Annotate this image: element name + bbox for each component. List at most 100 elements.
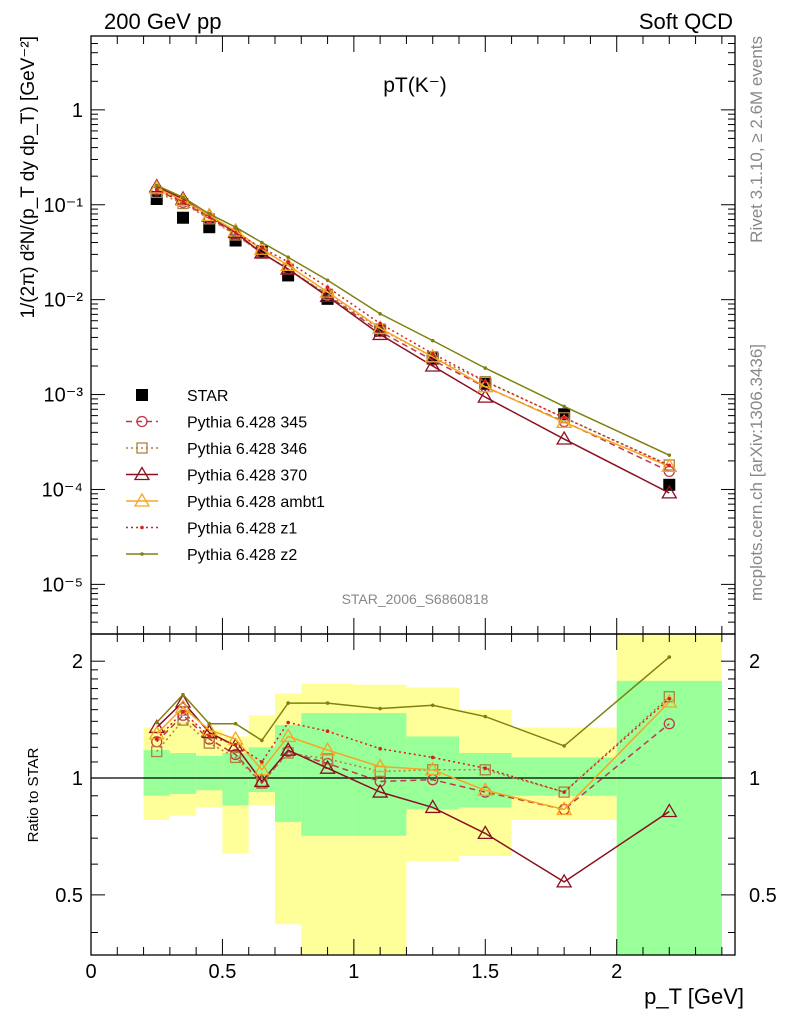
legend-label: Pythia 6.428 345 xyxy=(187,415,307,432)
main-point xyxy=(207,212,212,216)
main-point xyxy=(556,430,573,445)
ratio-point xyxy=(253,761,270,776)
ratio-point xyxy=(233,721,238,726)
main-point xyxy=(207,215,212,219)
ratio-ytick-label-right: 2 xyxy=(749,651,760,673)
main-point xyxy=(154,183,159,188)
ratio-series-5 xyxy=(154,655,672,748)
legend-label: Pythia 6.428 ambt1 xyxy=(187,494,325,511)
ratio-point xyxy=(325,729,330,734)
main-point xyxy=(477,388,494,403)
main-ytick-label: 1 xyxy=(72,100,83,122)
ratio-point xyxy=(154,720,159,725)
main-point xyxy=(562,415,566,420)
ratio-point xyxy=(556,873,573,888)
x-axis-label: p_T [GeV] xyxy=(644,984,744,1009)
band-stat-11 xyxy=(616,680,722,955)
band-stat-1 xyxy=(169,753,197,794)
legend-label: Pythia 6.428 z2 xyxy=(187,547,297,564)
ratio-point xyxy=(378,706,382,711)
x-tick-label: 1.5 xyxy=(471,961,499,983)
ratio-point xyxy=(483,766,488,771)
main-point xyxy=(233,225,238,230)
main-point xyxy=(150,192,163,205)
chart-marks xyxy=(148,178,678,888)
main-point xyxy=(477,378,494,393)
ratio-frame xyxy=(90,633,736,956)
ratio-series-4 xyxy=(154,697,672,794)
band-stat-0 xyxy=(143,750,170,796)
band-stat-3 xyxy=(222,753,249,806)
legend-item-1: Pythia 6.428 345 xyxy=(126,415,307,432)
ratio-point xyxy=(483,714,488,719)
ratio-point xyxy=(477,825,494,840)
ratio-point xyxy=(181,710,185,714)
main-ytick-label: 10⁻¹ xyxy=(44,195,84,217)
main-point xyxy=(424,357,441,372)
ratio-point xyxy=(556,801,573,816)
ratio-point xyxy=(321,753,334,765)
x-tick-label: 2 xyxy=(611,961,622,983)
main-point xyxy=(319,288,336,303)
main-point xyxy=(181,199,185,204)
main-ytick-label: 10⁻⁴ xyxy=(42,479,83,501)
main-point xyxy=(378,311,382,316)
ratio-series-line xyxy=(156,700,670,883)
main-point xyxy=(378,321,382,326)
main-point xyxy=(227,224,244,239)
main-point xyxy=(661,458,678,473)
main-point xyxy=(667,453,672,457)
ratio-point xyxy=(154,737,159,741)
side-label-bottom: mcplots.cern.ch [arXiv:1306.3436] xyxy=(747,344,766,601)
legend-marker xyxy=(140,552,144,556)
main-ytick-label: 10⁻⁵ xyxy=(42,574,83,596)
main-series-6 xyxy=(154,183,672,457)
main-point xyxy=(253,240,270,255)
legend-label: Pythia 6.428 346 xyxy=(187,441,307,458)
legend-marker xyxy=(136,389,148,401)
band-stat-6 xyxy=(301,713,354,836)
ratio-ytick-label-right: 1 xyxy=(749,768,760,790)
main-point xyxy=(661,484,678,499)
ratio-point xyxy=(253,773,270,788)
ratio-point xyxy=(207,721,212,726)
ratio-point xyxy=(151,745,163,758)
main-point xyxy=(319,283,336,298)
main-series-line xyxy=(156,184,670,456)
ratio-point xyxy=(227,737,244,752)
band-stat-7 xyxy=(353,713,407,836)
header-left: 200 GeV pp xyxy=(104,9,221,34)
ratio-point xyxy=(558,786,570,798)
ratio-point xyxy=(479,764,491,776)
ratio-point xyxy=(667,655,672,659)
ratio-point xyxy=(372,783,389,798)
main-point xyxy=(430,351,435,356)
ratio-point xyxy=(260,760,264,764)
legend-label: STAR xyxy=(187,388,228,405)
band-stat-10 xyxy=(511,757,617,796)
ratio-ytick-label: 1 xyxy=(72,768,83,790)
legend-item-6: Pythia 6.428 z2 xyxy=(126,547,297,564)
main-point xyxy=(325,278,330,283)
ratio-point xyxy=(424,799,441,814)
legend-marker xyxy=(133,466,151,481)
main-y-axis-label: 1/(2π) d²N/(p_T dy dp_T) [GeV⁻²] xyxy=(18,36,39,319)
ratio-ytick-label: 0.5 xyxy=(55,885,83,907)
legend-item-3: Pythia 6.428 370 xyxy=(126,466,307,485)
ratio-point xyxy=(207,734,212,739)
main-point xyxy=(260,246,264,250)
ratio-panel xyxy=(91,634,735,955)
ratio-point xyxy=(148,719,165,734)
ratio-point xyxy=(378,746,382,751)
ratio-y-axis-label: Ratio to STAR xyxy=(25,747,42,842)
ratio-point xyxy=(430,755,435,760)
main-point xyxy=(483,366,488,370)
ratio-point xyxy=(477,781,494,796)
ratio-point xyxy=(430,703,435,708)
main-point xyxy=(667,463,672,468)
legend: STAR Pythia 6.428 345 Pythia 6.428 346 Pyth… xyxy=(126,388,325,564)
main-point xyxy=(148,178,165,193)
ratio-point xyxy=(177,714,189,726)
main-point xyxy=(286,255,290,260)
